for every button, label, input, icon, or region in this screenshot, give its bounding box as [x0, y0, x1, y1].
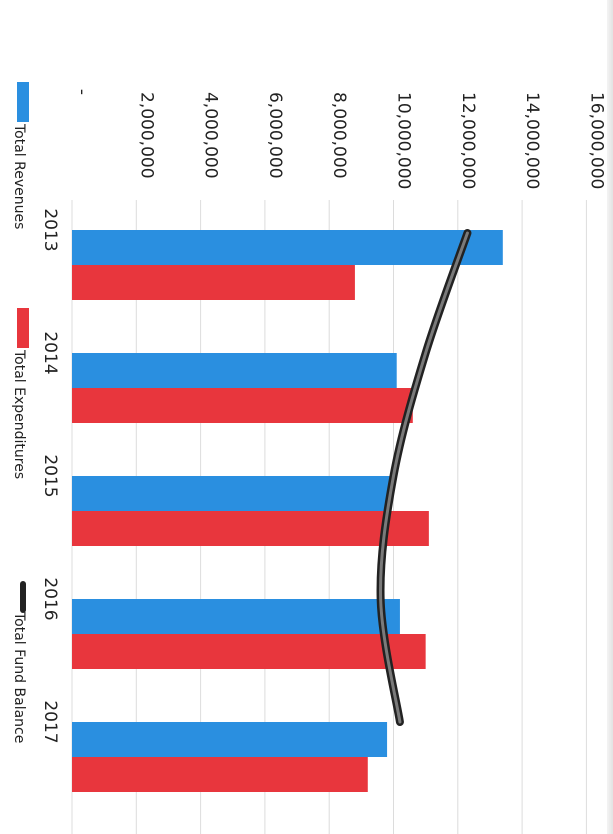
total-expenditures-legend-label: Total Expenditures [11, 349, 27, 479]
total-revenues-bar-2017 [72, 722, 388, 757]
fund-balance-line [379, 231, 469, 724]
total-revenues-legend-label: Total Revenues [11, 123, 27, 229]
total-expenditures-legend-swatch [17, 308, 29, 348]
value-tick-label: 16,000,000 [586, 92, 606, 189]
total-revenues-bar-2014 [72, 353, 397, 388]
total-revenues-bar-2015 [72, 476, 391, 511]
total-expenditures-bar-2017 [72, 757, 368, 792]
value-tick-label: 4,000,000 [201, 92, 221, 179]
total-revenues-bar-2016 [72, 599, 400, 634]
value-tick-label: 10,000,000 [394, 92, 414, 189]
fund-balance-line-group [376, 229, 472, 726]
category-label-2015: 2015 [40, 454, 60, 497]
category-axis-labels: 2013 2014 2015 2016 2017 [40, 208, 60, 743]
total-fund-balance-legend-label: Total Fund Balance [11, 611, 27, 743]
total-expenditures-bar-2013 [72, 265, 355, 300]
scan-edge [607, 0, 613, 834]
value-tick-label: 12,000,000 [458, 92, 478, 189]
category-label-2017: 2017 [40, 700, 60, 743]
value-axis-ticks: - 2,000,000 4,000,000 6,000,000 8,000,000 10,… [72, 89, 606, 189]
value-tick-label: 2,000,000 [136, 92, 156, 179]
value-tick-label: - [72, 89, 92, 95]
bar-group [72, 230, 503, 792]
value-tick-label: 8,000,000 [329, 92, 349, 179]
value-tick-label: 14,000,000 [522, 92, 542, 189]
total-revenues-legend-swatch [17, 82, 29, 122]
category-label-2014: 2014 [40, 331, 60, 374]
category-label-2016: 2016 [40, 577, 60, 620]
total-expenditures-bar-2014 [72, 388, 413, 423]
total-expenditures-bar-2016 [72, 634, 426, 669]
legend: Total Revenues Total Expenditures Total Fu… [11, 82, 29, 743]
category-label-2013: 2013 [40, 208, 60, 251]
total-expenditures-bar-2015 [72, 511, 429, 546]
value-tick-label: 6,000,000 [265, 92, 285, 179]
total-revenues-bar-2013 [72, 230, 503, 265]
